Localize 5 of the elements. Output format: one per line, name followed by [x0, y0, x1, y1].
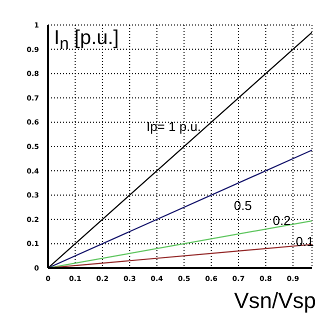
x-axis-title: Vsn/Vsp — [234, 288, 316, 314]
annotation: 0.2 — [272, 213, 291, 228]
annotation: Ip= 1 p.u. — [146, 119, 202, 134]
annotation: 0.5 — [234, 198, 252, 214]
y-axis-title: I$_{n}$ [p.u.] — [54, 27, 119, 55]
